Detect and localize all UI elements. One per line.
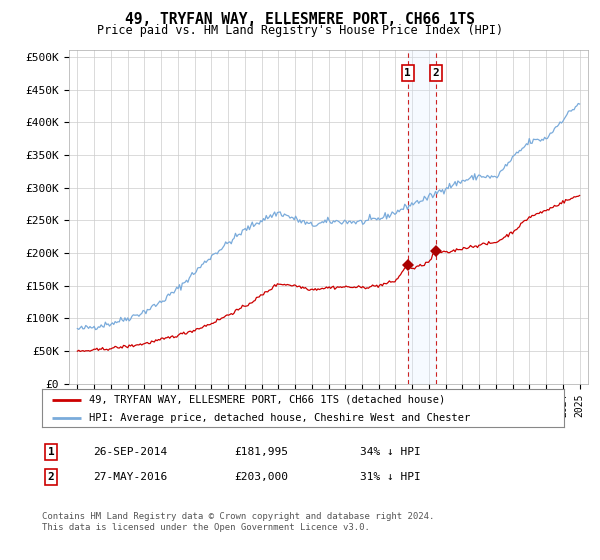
Text: Contains HM Land Registry data © Crown copyright and database right 2024.
This d: Contains HM Land Registry data © Crown c… — [42, 512, 434, 532]
Text: HPI: Average price, detached house, Cheshire West and Chester: HPI: Average price, detached house, Ches… — [89, 413, 470, 423]
Text: 49, TRYFAN WAY, ELLESMERE PORT, CH66 1TS: 49, TRYFAN WAY, ELLESMERE PORT, CH66 1TS — [125, 12, 475, 27]
Text: 26-SEP-2014: 26-SEP-2014 — [93, 447, 167, 457]
Text: 1: 1 — [47, 447, 55, 457]
Text: 2: 2 — [433, 68, 439, 78]
Bar — [408, 50, 436, 384]
Text: £203,000: £203,000 — [234, 472, 288, 482]
Text: Price paid vs. HM Land Registry's House Price Index (HPI): Price paid vs. HM Land Registry's House … — [97, 24, 503, 36]
Text: 34% ↓ HPI: 34% ↓ HPI — [360, 447, 421, 457]
Text: £181,995: £181,995 — [234, 447, 288, 457]
Text: 27-MAY-2016: 27-MAY-2016 — [93, 472, 167, 482]
Text: 49, TRYFAN WAY, ELLESMERE PORT, CH66 1TS (detached house): 49, TRYFAN WAY, ELLESMERE PORT, CH66 1TS… — [89, 395, 445, 405]
Text: 2: 2 — [47, 472, 55, 482]
Text: 31% ↓ HPI: 31% ↓ HPI — [360, 472, 421, 482]
Text: 1: 1 — [404, 68, 411, 78]
